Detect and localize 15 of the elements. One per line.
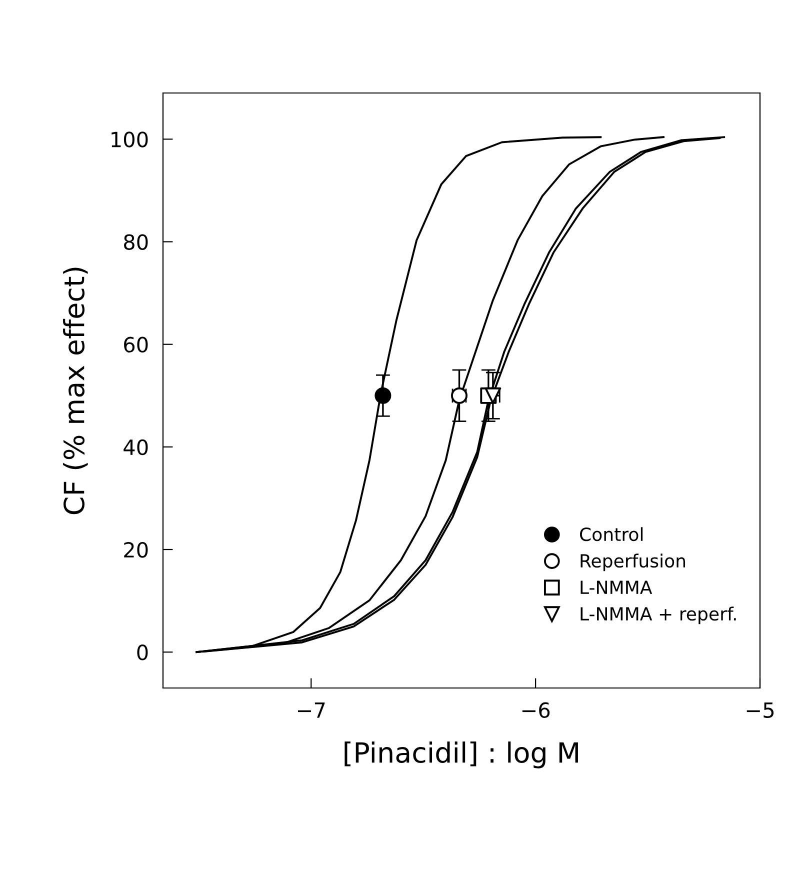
legend-label: Control: [580, 527, 643, 542]
x-tick-label: −5: [746, 702, 774, 718]
x-tick-label: −7: [298, 702, 325, 718]
legend-label: L-NMMA: [580, 580, 652, 594]
y-tick-label: 0: [137, 644, 148, 660]
y-tick-label: 100: [112, 132, 148, 148]
y-tick-label: 80: [124, 234, 148, 250]
y-axis-title: CF (% max effect): [63, 268, 88, 514]
legend-label: L-NMMA + reperf.: [580, 606, 736, 624]
y-tick-label: 60: [124, 336, 148, 353]
x-tick-label: −6: [522, 702, 550, 718]
y-tick-label: 40: [124, 439, 148, 456]
x-axis-title: [Pinacidil] : log M: [344, 741, 578, 768]
legend-label: Reperfusion: [580, 554, 686, 572]
y-tick-label: 20: [124, 542, 148, 558]
